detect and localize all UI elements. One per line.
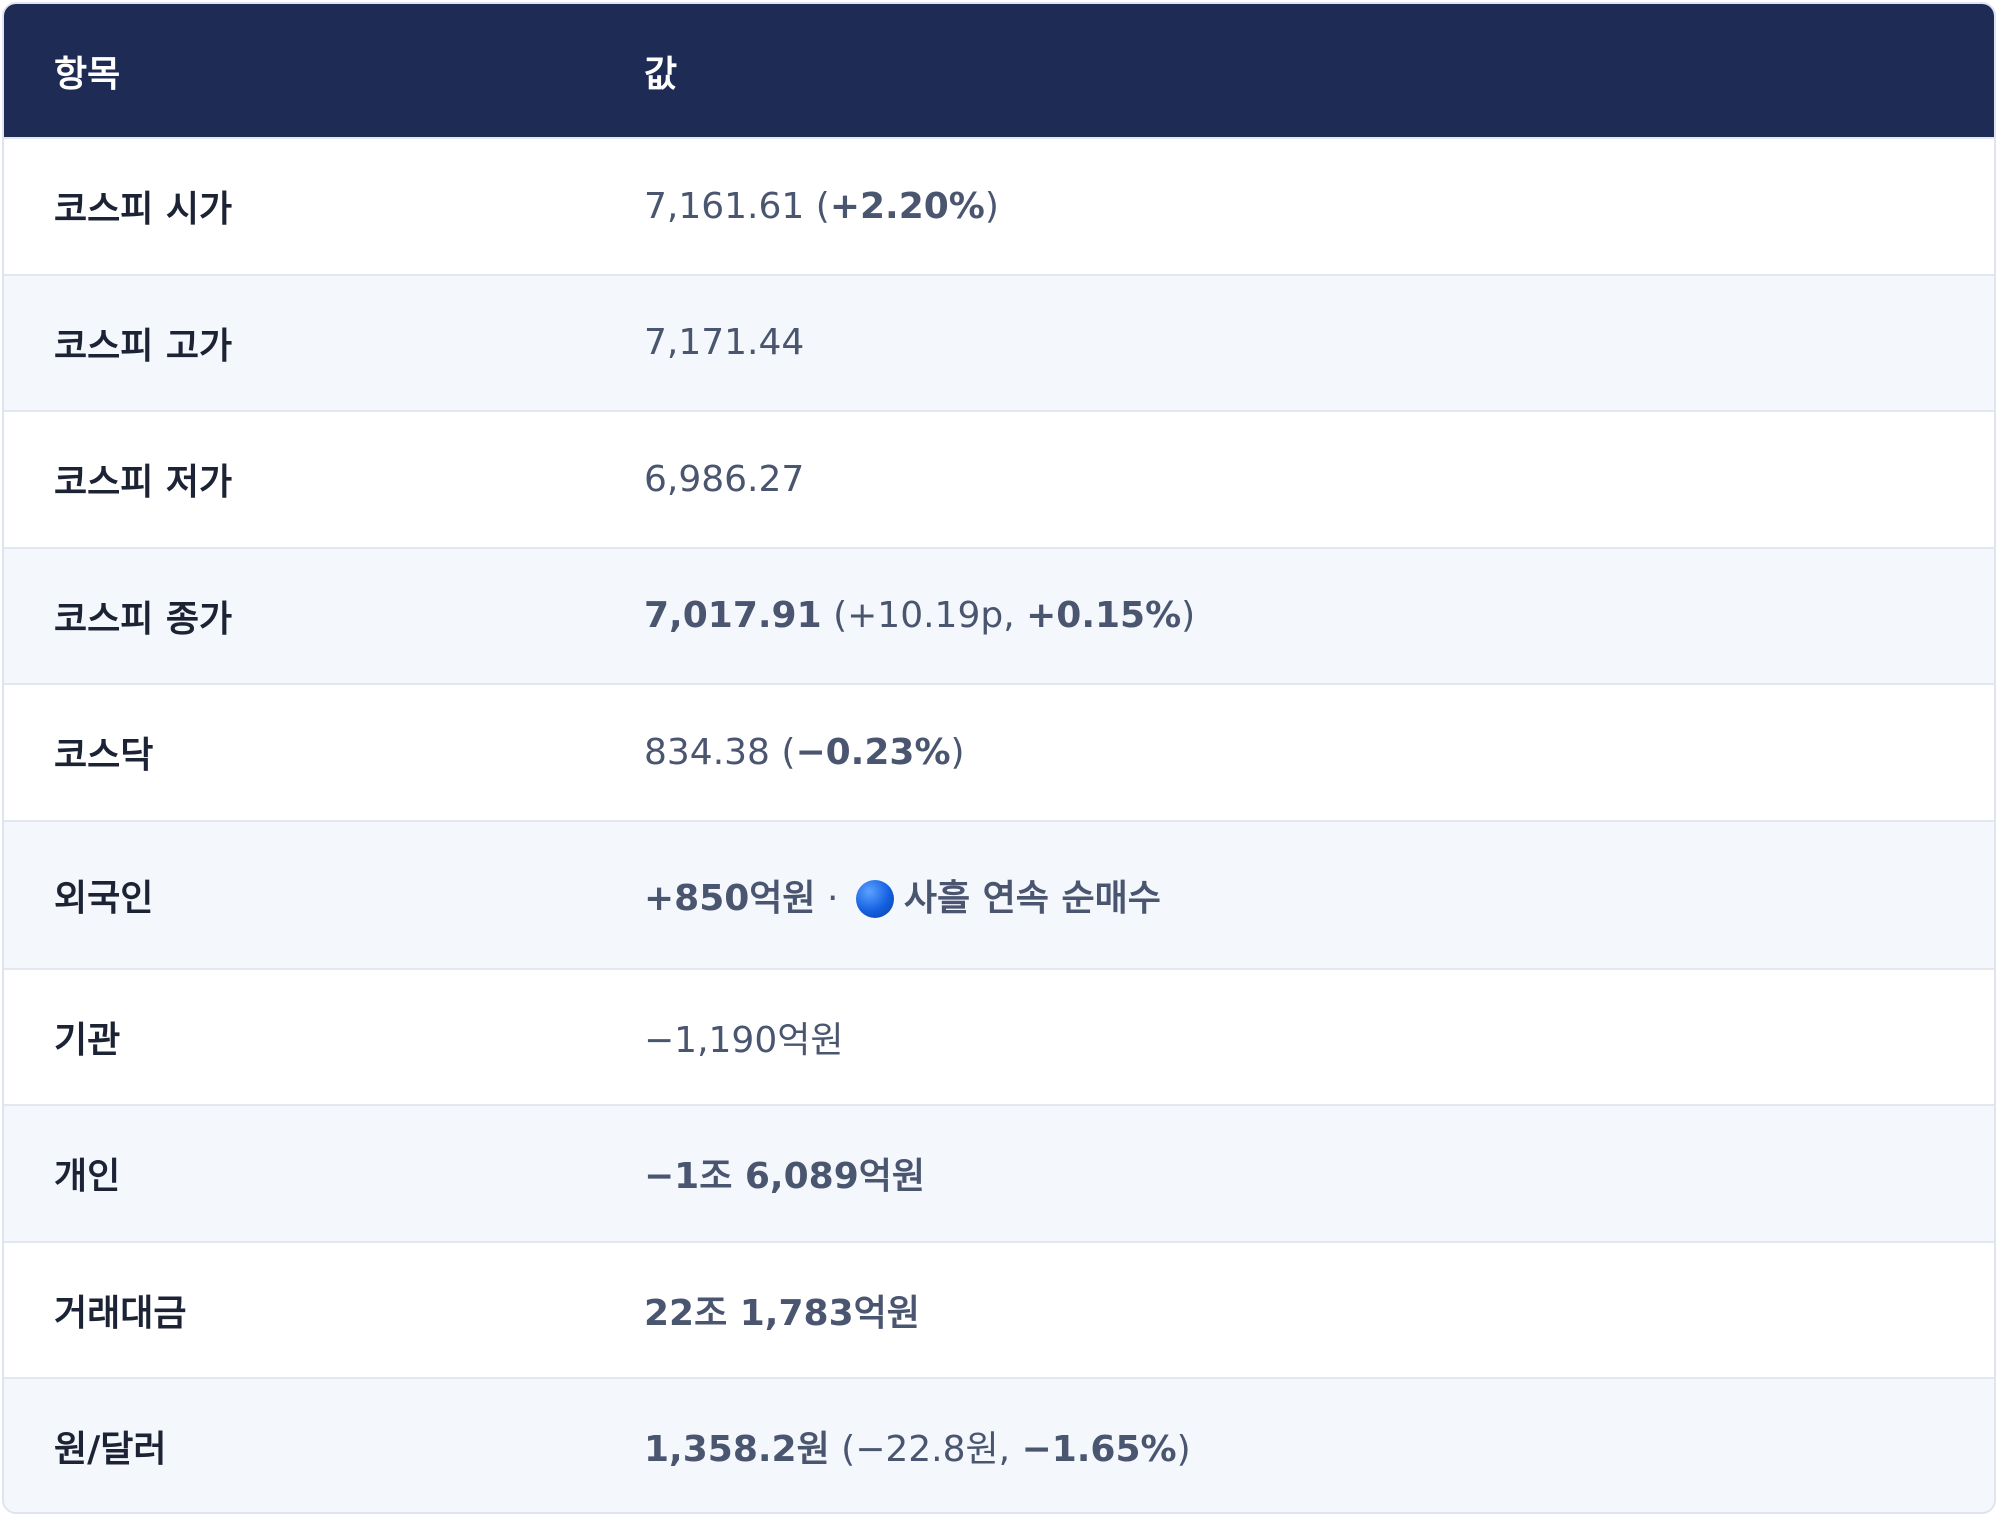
row-value: 22조 1,783억원 (644, 1284, 1994, 1336)
row-value: −1조 6,089억원 (644, 1147, 1994, 1199)
row-key: 개인 (54, 1156, 121, 1198)
table-row-kospi-high: 코스피 고가 7,171.44 (4, 273, 1994, 410)
value-change-percent: +0.15% (1026, 595, 1182, 637)
value-part: −1,190억원 (644, 1019, 844, 1061)
table-row-foreign: 외국인 +850억원 · 사흘 연속 순매수 (4, 819, 1994, 968)
table-row-individual: 개인 −1조 6,089억원 (4, 1104, 1994, 1241)
value-rate: 1,358.2원 (644, 1429, 830, 1471)
row-value: 7,161.61 (+2.20%) (644, 186, 1994, 227)
row-value: +850억원 · 사흘 연속 순매수 (644, 869, 1994, 921)
value-part: ) (1176, 1429, 1191, 1471)
row-key: 코스피 저가 (54, 462, 233, 504)
value-part: (+10.19p, (821, 595, 1027, 637)
value-part: −1조 6,089억원 (644, 1156, 925, 1198)
value-part: ) (950, 731, 965, 773)
table-row-institution: 기관 −1,190억원 (4, 967, 1994, 1105)
row-key: 외국인 (54, 877, 154, 919)
value-note: 사흘 연속 순매수 (903, 877, 1161, 919)
value-change-percent: +2.20% (829, 185, 985, 227)
value-part: (−22.8원, (829, 1429, 1022, 1471)
table-row-kospi-open: 코스피 시가 7,161.61 (+2.20%) (4, 137, 1994, 274)
row-value: −1,190억원 (644, 1011, 1994, 1063)
value-part: ) (984, 185, 999, 227)
value-part: ) (1181, 595, 1196, 637)
row-key: 거래대금 (54, 1292, 187, 1334)
row-key: 기관 (54, 1019, 121, 1061)
row-value: 7,017.91 (+10.19p, +0.15%) (644, 595, 1994, 636)
row-value: 6,986.27 (644, 459, 1994, 500)
value-close-price: 7,017.91 (644, 595, 822, 637)
table-row-kospi-close: 코스피 종가 7,017.91 (+10.19p, +0.15%) (4, 546, 1994, 683)
row-value: 7,171.44 (644, 322, 1994, 363)
row-key: 원/달러 (54, 1429, 167, 1471)
row-key: 코스피 고가 (54, 325, 233, 367)
table-row-kospi-low: 코스피 저가 6,986.27 (4, 410, 1994, 547)
table-row-kosdaq: 코스닥 834.38 (−0.23%) (4, 683, 1994, 820)
row-key: 코스닥 (54, 735, 154, 777)
value-net-buy: +850억원 (644, 877, 816, 919)
value-part: 834.38 ( (644, 731, 796, 773)
value-change-percent: −0.23% (795, 731, 951, 773)
value-part: 7,171.44 (644, 322, 805, 364)
value-part: 7,161.61 ( (644, 185, 830, 227)
header-col-value: 값 (644, 53, 678, 95)
value-part: 6,986.27 (644, 458, 805, 500)
table-header: 항목 값 (4, 4, 1994, 137)
row-value: 834.38 (−0.23%) (644, 732, 1994, 773)
header-col-key: 항목 (54, 53, 121, 95)
value-separator: · (815, 877, 850, 919)
table-row-trading-value: 거래대금 22조 1,783억원 (4, 1240, 1994, 1378)
table-row-krw-usd: 원/달러 1,358.2원 (−22.8원, −1.65%) (4, 1377, 1994, 1512)
row-key: 코스피 시가 (54, 189, 233, 231)
value-change-percent: −1.65% (1021, 1429, 1177, 1471)
blue-circle-icon (855, 879, 894, 918)
row-value: 1,358.2원 (−22.8원, −1.65%) (644, 1420, 1994, 1472)
value-part: 22조 1,783억원 (644, 1292, 920, 1334)
row-key: 코스피 종가 (54, 598, 233, 640)
